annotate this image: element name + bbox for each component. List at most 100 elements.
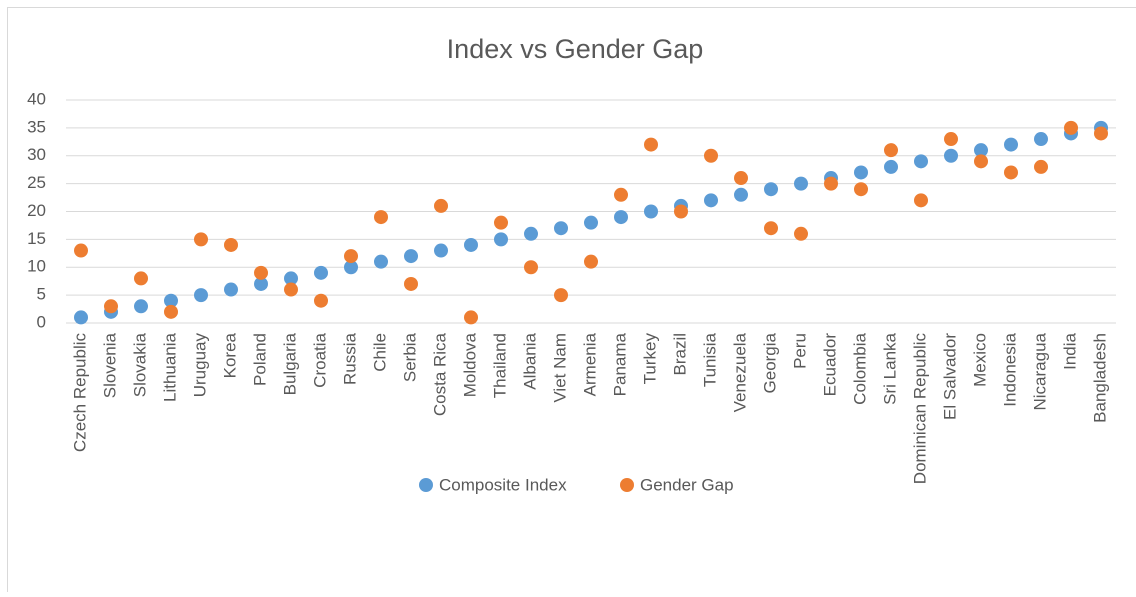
dot (464, 238, 478, 252)
dot (614, 188, 628, 202)
dot (494, 216, 508, 230)
y-tick-label: 5 (37, 285, 46, 304)
y-tick-label: 0 (37, 312, 46, 331)
y-tick-label: 40 (27, 89, 46, 108)
dot (1064, 121, 1078, 135)
x-tick-label: Sri Lanka (880, 332, 899, 404)
dot (614, 210, 628, 224)
dot (1004, 138, 1018, 152)
dot (1034, 132, 1048, 146)
x-tick-label: Uruguay (190, 333, 209, 398)
x-tick-label: Bulgaria (280, 332, 299, 395)
x-tick-label: Turkey (640, 333, 659, 385)
dot (464, 310, 478, 324)
x-tick-label: Dominican Republic (910, 333, 929, 485)
dot (914, 193, 928, 207)
dot (254, 266, 268, 280)
dot (314, 294, 328, 308)
dot (374, 255, 388, 269)
dot (74, 244, 88, 258)
dot (224, 283, 238, 297)
dot (1094, 126, 1108, 140)
dot (104, 299, 118, 313)
dot (224, 238, 238, 252)
y-tick-label: 35 (27, 117, 46, 136)
dot (974, 154, 988, 168)
x-tick-label: Slovakia (130, 332, 149, 397)
x-tick-label: Colombia (850, 332, 869, 404)
dot (1034, 160, 1048, 174)
dot (404, 249, 418, 263)
y-tick-label: 20 (27, 201, 46, 220)
dot (374, 210, 388, 224)
x-tick-label: Slovenia (100, 332, 119, 398)
x-tick-label: Poland (250, 333, 269, 386)
dot (704, 149, 718, 163)
x-tick-label: Bangladesh (1090, 333, 1109, 423)
dot (914, 154, 928, 168)
x-tick-label: Albania (520, 332, 539, 389)
dot (854, 165, 868, 179)
dot (434, 199, 448, 213)
x-tick-label: Moldova (460, 332, 479, 397)
legend-marker (620, 478, 634, 492)
dot (74, 310, 88, 324)
legend-marker (419, 478, 433, 492)
dot (284, 283, 298, 297)
dot (884, 143, 898, 157)
dot (554, 221, 568, 235)
x-tick-label: Panama (610, 332, 629, 396)
dot (134, 299, 148, 313)
dot (194, 232, 208, 246)
x-tick-label: Costa Rica (430, 332, 449, 416)
dot (434, 244, 448, 258)
x-tick-label: Ecuador (820, 333, 839, 397)
x-tick-label: Mexico (970, 333, 989, 387)
dot (764, 221, 778, 235)
legend-label: Gender Gap (640, 475, 734, 494)
dot (134, 271, 148, 285)
x-tick-label: Serbia (400, 332, 419, 382)
x-tick-label: Georgia (760, 332, 779, 393)
x-tick-label: Russia (340, 332, 359, 385)
dot (674, 205, 688, 219)
dot (194, 288, 208, 302)
dot (314, 266, 328, 280)
x-tick-label: Lithuania (160, 332, 179, 402)
dot (644, 205, 658, 219)
x-tick-label: Thailand (490, 333, 509, 398)
x-tick-label: Peru (790, 333, 809, 369)
dot (884, 160, 898, 174)
dot (644, 138, 658, 152)
dot (344, 249, 358, 263)
x-tick-label: Brazil (670, 333, 689, 376)
dot (584, 255, 598, 269)
legend-label: Composite Index (439, 475, 567, 494)
dot (584, 216, 598, 230)
dot (944, 149, 958, 163)
dot (734, 171, 748, 185)
dot (164, 305, 178, 319)
dot (524, 260, 538, 274)
x-tick-label: Chile (370, 333, 389, 372)
dot (734, 188, 748, 202)
x-tick-label: Croatia (310, 332, 329, 387)
x-tick-label: Nicaragua (1030, 332, 1049, 410)
dot (794, 177, 808, 191)
x-tick-label: Venezuela (730, 332, 749, 412)
y-tick-label: 10 (27, 257, 46, 276)
dot (764, 182, 778, 196)
dot (794, 227, 808, 241)
x-tick-label: Czech Republic (70, 333, 89, 453)
dot (404, 277, 418, 291)
dot (944, 132, 958, 146)
x-tick-label: Korea (220, 332, 239, 378)
x-tick-label: Armenia (580, 332, 599, 396)
dot (494, 232, 508, 246)
chart-title: Index vs Gender Gap (447, 34, 704, 64)
dot (1004, 165, 1018, 179)
x-tick-label: El Salvador (940, 333, 959, 420)
dot (524, 227, 538, 241)
x-tick-label: Indonesia (1000, 332, 1019, 406)
x-tick-label: Tunisia (700, 332, 719, 387)
